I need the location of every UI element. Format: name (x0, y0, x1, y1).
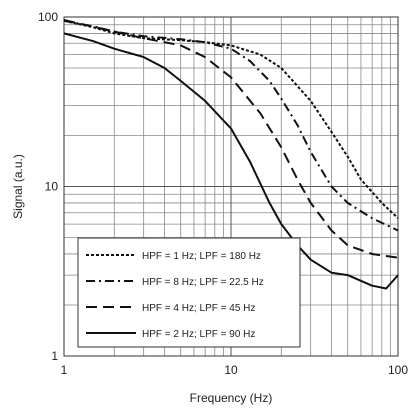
x-tick-label: 100 (388, 363, 408, 377)
series-line-3 (63, 19, 399, 259)
x-tick-label: 10 (224, 363, 238, 377)
legend-entry: HPF = 4 Hz; LPF = 45 Hz (142, 303, 255, 314)
y-tick-label: 1 (51, 349, 58, 363)
x-axis-label: Frequency (Hz) (190, 391, 273, 405)
series-line-4 (63, 32, 399, 290)
x-tick-label: 1 (61, 363, 68, 377)
plot-area-frame (63, 16, 399, 357)
series-lines (63, 19, 399, 290)
y-axis-label: Signal (a.u.) (11, 154, 25, 219)
x-tick-labels: 1 10 100 (61, 363, 409, 377)
series-line-1 (63, 19, 399, 219)
legend-entry: HPF = 2 Hz; LPF = 90 Hz (142, 329, 255, 340)
legend-entry: HPF = 1 Hz; LPF = 180 Hz (142, 251, 261, 262)
legend: HPF = 1 Hz; LPF = 180 Hz HPF = 8 Hz; LPF … (77, 237, 301, 348)
legend-box (77, 237, 301, 348)
y-tick-label: 10 (45, 180, 59, 194)
y-tick-label: 100 (38, 10, 58, 24)
y-tick-labels: 1 10 100 (38, 10, 58, 363)
legend-entry: HPF = 8 Hz; LPF = 22.5 Hz (142, 277, 264, 288)
